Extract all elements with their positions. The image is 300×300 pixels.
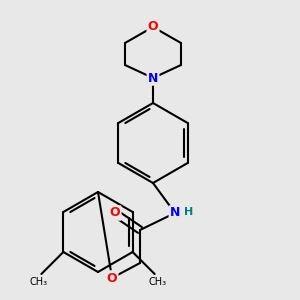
Text: O: O xyxy=(107,272,117,284)
Text: N: N xyxy=(148,71,158,85)
Text: O: O xyxy=(148,20,158,34)
Text: N: N xyxy=(170,206,180,220)
Text: O: O xyxy=(110,206,120,220)
Text: CH₃: CH₃ xyxy=(29,277,47,287)
Text: CH₃: CH₃ xyxy=(148,277,167,287)
Text: H: H xyxy=(184,207,194,217)
